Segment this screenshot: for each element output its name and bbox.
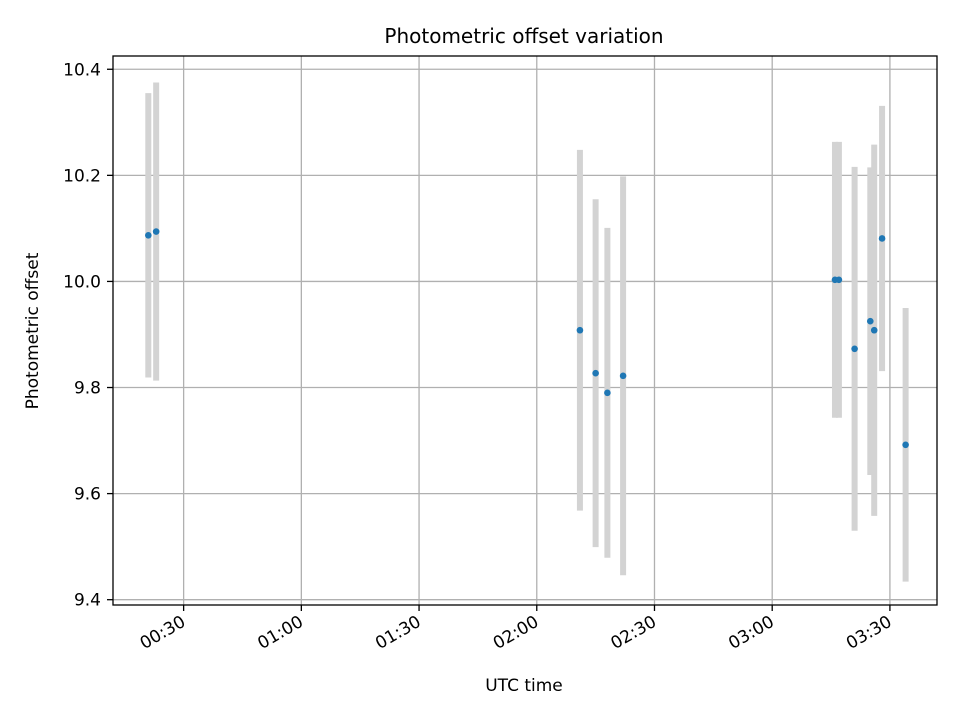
- plot-frame: [112, 55, 938, 606]
- data-point: [851, 345, 858, 353]
- y-tick-label: 10.0: [63, 272, 101, 292]
- data-point: [576, 326, 584, 334]
- data-point: [878, 235, 886, 242]
- data-point: [902, 441, 909, 449]
- data-point: [152, 228, 160, 235]
- data-point: [870, 326, 878, 334]
- y-axis-label: Photometric offset: [23, 252, 43, 409]
- y-tick-label: 9.6: [74, 485, 101, 505]
- x-tick-label: 02:30: [608, 612, 660, 654]
- y-tick-label: 9.4: [74, 591, 101, 611]
- x-tick-label: 01:00: [254, 612, 306, 654]
- y-tick-label: 9.8: [74, 379, 101, 399]
- error-bars: [145, 82, 909, 582]
- grid-lines: [113, 56, 937, 605]
- data-point: [866, 317, 874, 325]
- x-axis-ticks: 00:30 01:00 01:30 02:00 02:30 03:00 03:30: [137, 605, 895, 654]
- x-axis-label: UTC time: [485, 676, 563, 696]
- data-point: [592, 369, 599, 377]
- data-point: [145, 231, 152, 239]
- y-tick-label: 10.2: [63, 166, 101, 186]
- x-tick-label: 02:00: [490, 612, 542, 654]
- x-tick-label: 01:30: [372, 612, 424, 654]
- data-points: [145, 228, 909, 449]
- data-point: [604, 389, 611, 397]
- x-tick-label: 00:30: [137, 612, 189, 654]
- data-point: [835, 276, 843, 284]
- y-tick-label: 10.4: [63, 60, 101, 80]
- data-point: [619, 372, 627, 380]
- x-tick-label: 03:30: [843, 612, 895, 654]
- y-axis-ticks: 9.4 9.6 9.8 10.0 10.2 10.4: [63, 60, 113, 611]
- x-tick-label: 03:00: [725, 612, 777, 654]
- chart-title: Photometric offset variation: [384, 24, 663, 48]
